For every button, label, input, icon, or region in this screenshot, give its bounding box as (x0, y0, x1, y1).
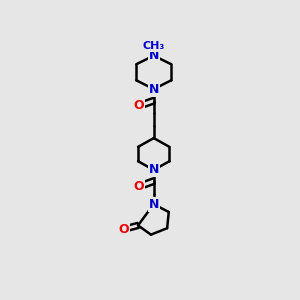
Text: O: O (134, 100, 144, 112)
Text: N: N (148, 164, 159, 176)
Text: O: O (118, 223, 129, 236)
Text: N: N (148, 49, 159, 62)
Text: N: N (148, 82, 159, 96)
Text: O: O (134, 180, 144, 193)
Text: N: N (148, 198, 159, 211)
Text: CH₃: CH₃ (142, 41, 165, 51)
